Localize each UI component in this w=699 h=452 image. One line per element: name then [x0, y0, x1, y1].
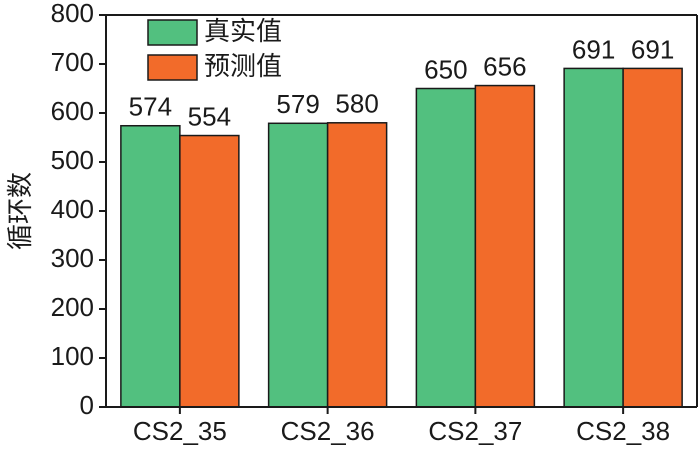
value-label: 579	[276, 89, 319, 119]
y-tick-label: 400	[51, 194, 94, 224]
legend-swatch	[147, 54, 198, 81]
value-label: 691	[572, 34, 615, 64]
y-tick-label: 700	[51, 47, 94, 77]
y-tick-label: 500	[51, 145, 94, 175]
legend-swatch	[147, 19, 198, 46]
y-tick-label: 600	[51, 96, 94, 126]
value-label: 580	[335, 89, 378, 119]
bar	[179, 134, 240, 408]
x-tick-label: CS2_36	[281, 416, 375, 446]
y-tick-label: 100	[51, 341, 94, 371]
value-label: 656	[483, 51, 526, 81]
x-tick-label: CS2_35	[133, 416, 227, 446]
x-tick-label: CS2_37	[428, 416, 522, 446]
bar	[267, 122, 329, 408]
value-label: 574	[129, 92, 172, 122]
bar	[120, 124, 181, 408]
bar	[474, 84, 536, 408]
legend-label: 真实值	[204, 16, 282, 46]
value-label: 554	[188, 101, 231, 131]
value-label: 691	[631, 34, 674, 64]
y-axis-label: 循环数	[5, 172, 35, 250]
bar	[326, 122, 388, 408]
y-tick-label: 800	[51, 0, 94, 28]
y-tick-label: 200	[51, 292, 94, 322]
x-tick-label: CS2_38	[576, 416, 670, 446]
bar	[563, 67, 624, 408]
bar	[622, 67, 683, 408]
y-tick-label: 0	[80, 390, 94, 420]
value-label: 650	[424, 54, 467, 84]
y-tick-label: 300	[51, 243, 94, 273]
legend-label: 预测值	[204, 51, 282, 81]
bar	[415, 87, 477, 408]
